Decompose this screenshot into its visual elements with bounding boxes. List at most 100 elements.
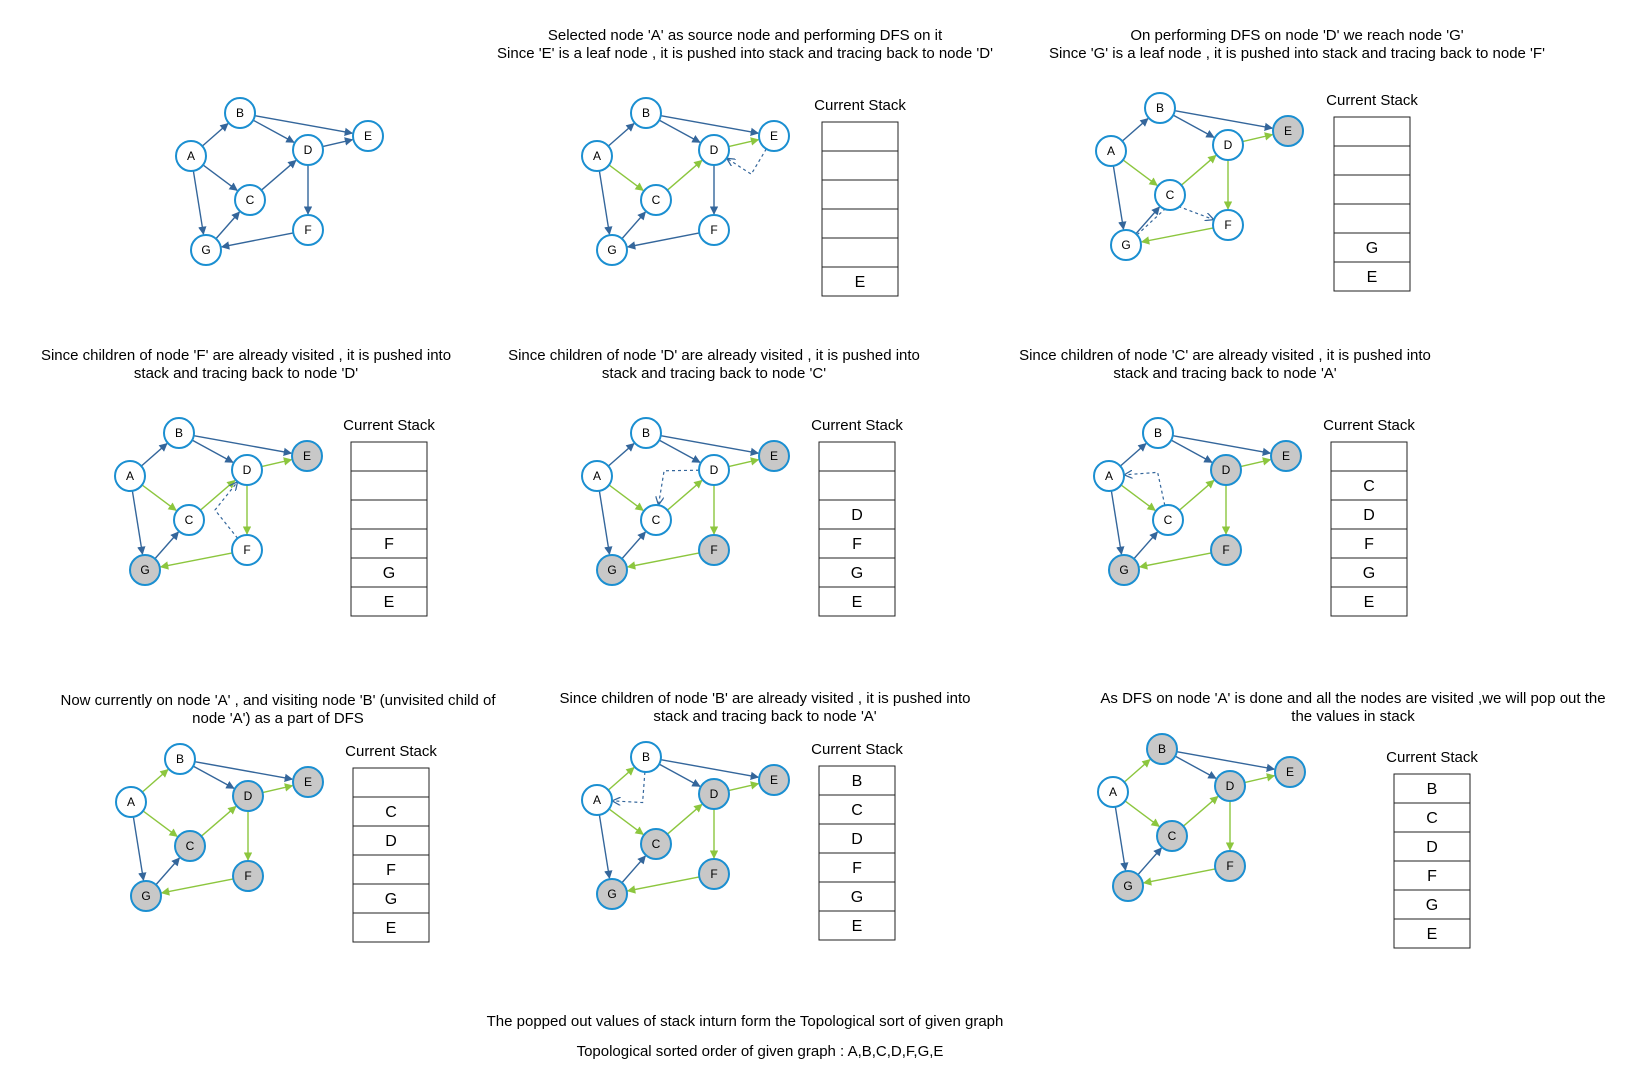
stack-cell-value: G xyxy=(851,565,863,582)
stack-cell-value: F xyxy=(386,862,396,879)
stack-cell xyxy=(352,883,430,914)
edge-B-E xyxy=(1176,750,1276,772)
edge-F-G xyxy=(159,552,233,570)
node-F-label: F xyxy=(710,867,717,881)
edge-A-B xyxy=(1123,758,1151,783)
node-E-circle xyxy=(1272,115,1304,147)
stack-cell xyxy=(352,912,430,943)
node-F-circle xyxy=(292,214,324,246)
node-C-label: C xyxy=(652,193,661,207)
stack-cell xyxy=(1333,145,1411,176)
stack-cell xyxy=(350,499,428,530)
node-G: G xyxy=(1108,554,1140,586)
panel-4-caption-line-1: Since children of node 'F' are already v… xyxy=(41,347,451,364)
edge-A-C xyxy=(141,484,177,511)
panel-8-caption-line-2: stack and tracing back to node 'A' xyxy=(653,708,876,725)
panel-5-caption-line-1: Since children of node 'D' are already v… xyxy=(508,347,920,364)
panel-7: Now currently on node 'A' , and visiting… xyxy=(60,692,496,943)
node-C-label: C xyxy=(1164,513,1173,527)
stack-cell xyxy=(1333,203,1411,234)
stack-cell-value: D xyxy=(385,833,397,850)
stack-cell xyxy=(1333,261,1411,292)
node-B-circle xyxy=(163,417,195,449)
node-A-circle xyxy=(114,460,146,492)
node-D-circle xyxy=(1212,129,1244,161)
node-F-label: F xyxy=(710,543,717,557)
stack-cell xyxy=(1330,470,1408,501)
node-G: G xyxy=(190,234,222,266)
panel-6: Since children of node 'C' are already v… xyxy=(1019,347,1431,617)
stack-3: Current Stack GE xyxy=(1326,92,1418,292)
node-B-circle xyxy=(630,417,662,449)
node-G-label: G xyxy=(201,243,210,257)
node-E-circle xyxy=(758,764,790,796)
node-E-label: E xyxy=(364,129,372,143)
edge-F-G xyxy=(626,232,700,250)
edge-B-E xyxy=(660,758,760,780)
edge-A-C xyxy=(1120,484,1156,511)
edge-A-B xyxy=(140,442,168,467)
node-A-label: A xyxy=(127,795,135,809)
stack-cell-value: B xyxy=(1427,781,1438,798)
stack-cell xyxy=(1393,831,1471,862)
node-E: E xyxy=(352,120,384,152)
stack-cell xyxy=(352,767,430,798)
node-C: C xyxy=(234,184,266,216)
edge-D-E xyxy=(728,457,760,468)
stack-cell xyxy=(1330,441,1408,472)
node-D-label: D xyxy=(1226,779,1235,793)
edge-C-D xyxy=(666,803,703,835)
stack-title: Current Stack xyxy=(811,741,903,758)
node-F-circle xyxy=(232,860,264,892)
edge-G-C xyxy=(621,531,646,560)
node-F-circle xyxy=(231,534,263,566)
node-E-circle xyxy=(758,440,790,472)
node-F: F xyxy=(1214,850,1246,882)
panel-3-caption-line-1: On performing DFS on node 'D' we reach n… xyxy=(1130,27,1463,44)
edge-A-B xyxy=(1121,117,1149,142)
stack-cell xyxy=(350,586,428,617)
node-A-circle xyxy=(1095,135,1127,167)
edge-B-D xyxy=(191,439,234,463)
edge-A-B xyxy=(1119,442,1147,467)
node-E-label: E xyxy=(303,449,311,463)
backtrack-E-to-D xyxy=(727,148,767,176)
node-F-circle xyxy=(1214,850,1246,882)
node-G-circle xyxy=(596,878,628,910)
edge-B-E xyxy=(193,434,293,456)
node-E-circle xyxy=(1274,756,1306,788)
node-B-label: B xyxy=(1158,742,1166,756)
node-F: F xyxy=(231,534,263,566)
stack-cell-value: G xyxy=(1426,897,1438,914)
stack-cell xyxy=(1330,499,1408,530)
stack-cell xyxy=(818,823,896,854)
stack-cell-value: C xyxy=(851,802,863,819)
node-C: C xyxy=(174,830,206,862)
node-E-circle xyxy=(758,120,790,152)
edge-C-D xyxy=(1178,479,1215,511)
stack-cell xyxy=(821,121,899,152)
edge-A-G xyxy=(1114,806,1129,872)
stack-cell-value: C xyxy=(1363,478,1375,495)
panel-5: Since children of node 'D' are already v… xyxy=(508,347,920,617)
node-A: A xyxy=(175,140,207,172)
edge-A-C xyxy=(608,808,644,835)
node-B: B xyxy=(630,741,662,773)
stack-cell xyxy=(821,150,899,181)
panel-6-caption-line-2: stack and tracing back to node 'A' xyxy=(1113,365,1336,382)
node-B-label: B xyxy=(1156,101,1164,115)
node-B: B xyxy=(1146,733,1178,765)
node-A: A xyxy=(581,140,613,172)
node-E-label: E xyxy=(770,449,778,463)
stack-cell-value: C xyxy=(385,804,397,821)
node-F: F xyxy=(292,214,324,246)
edge-A-B xyxy=(201,122,229,147)
node-A-label: A xyxy=(593,469,601,483)
edge-D-E xyxy=(1242,132,1274,143)
node-C-label: C xyxy=(185,513,194,527)
node-F-circle xyxy=(698,534,730,566)
stack-cell xyxy=(821,237,899,268)
node-D: D xyxy=(698,454,730,486)
